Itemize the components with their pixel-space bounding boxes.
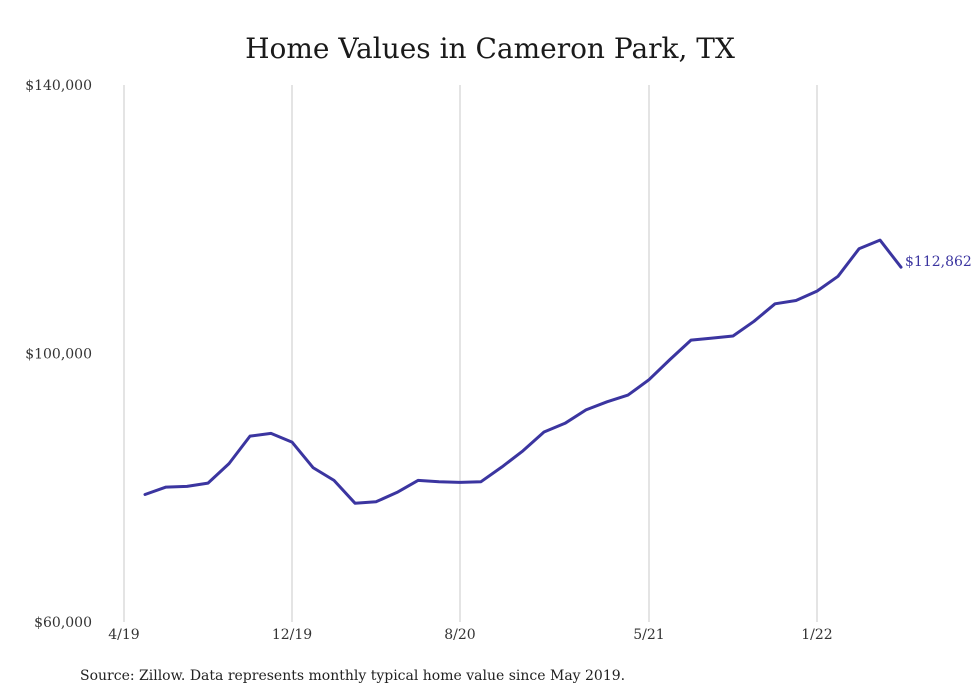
source-note: Source: Zillow. Data represents monthly …: [80, 668, 626, 684]
data-labels: $112,862: [905, 254, 972, 270]
x-tick-label: 12/19: [272, 627, 312, 643]
y-tick-labels: $60,000 $100,000 $140,000: [25, 78, 92, 631]
x-tick-labels: 4/19 12/19 8/20 5/21 1/22: [108, 627, 832, 643]
x-tick-label: 5/21: [633, 627, 664, 643]
series-line-0: [143, 238, 903, 505]
x-tick-label: 1/22: [801, 627, 832, 643]
end-value-label: $112,862: [905, 254, 972, 270]
x-tick-label: 4/19: [108, 627, 139, 643]
chart-title: Home Values in Cameron Park, TX: [245, 32, 735, 65]
y-tick-label: $140,000: [25, 78, 92, 94]
y-tick-label: $60,000: [34, 615, 92, 631]
series-lines: [143, 238, 903, 505]
vertical-gridlines: [123, 85, 818, 622]
y-tick-label: $100,000: [25, 347, 92, 363]
x-tick-label: 8/20: [444, 627, 475, 643]
